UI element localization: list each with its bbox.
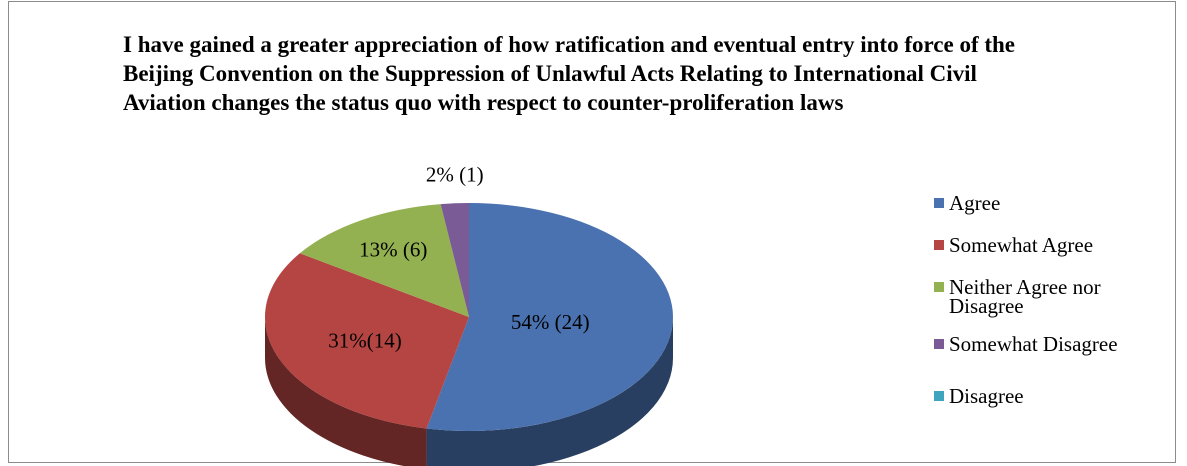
- data-label-neither-agree-nor-disagree: 13% (6): [359, 237, 427, 261]
- legend-item-disagree: Disagree: [934, 384, 1174, 409]
- legend-swatch-disagree: [934, 391, 944, 401]
- legend-item-agree: Agree: [934, 191, 1174, 236]
- legend-label-disagree: Disagree: [949, 384, 1024, 408]
- legend-label-agree: Agree: [949, 191, 1001, 215]
- pie-slice-somewhat-agree: [265, 253, 469, 429]
- legend-item-somewhat-agree: Somewhat Agree: [934, 233, 1174, 278]
- data-label-somewhat-agree: 31%(14): [328, 329, 401, 353]
- pie-slice-somewhat-disagree: [440, 203, 469, 317]
- legend-item-somewhat-disagree: Somewhat Disagree: [934, 332, 1174, 387]
- legend-swatch-somewhat-agree: [934, 240, 944, 250]
- pie-side-agree: [426, 317, 673, 466]
- legend-label-somewhat-agree: Somewhat Agree: [949, 233, 1094, 257]
- data-label-agree: 54% (24): [511, 310, 590, 334]
- data-label-somewhat-disagree: 2% (1): [426, 162, 484, 186]
- chart-legend: Agree Somewhat Agree Neither Agree nor D…: [934, 191, 1174, 409]
- legend-label-somewhat-disagree: Somewhat Disagree: [949, 332, 1118, 356]
- legend-swatch-somewhat-disagree: [934, 339, 944, 349]
- pie-slice-agree: [426, 203, 673, 431]
- pie-top: [265, 203, 673, 431]
- chart-title: I have gained a greater appreciation of …: [123, 32, 1016, 115]
- legend-swatch-agree: [934, 198, 944, 208]
- legend-swatch-neither: [934, 282, 944, 292]
- pie-depth: [265, 317, 673, 466]
- legend-item-neither: Neither Agree nor Disagree: [934, 275, 1174, 335]
- pie-slice-neither-agree-nor-disagree: [299, 204, 469, 317]
- pie-data-labels: 54% (24) 31%(14) 13% (6) 2% (1): [328, 162, 589, 352]
- pie-side-somewhat-agree: [265, 317, 427, 466]
- legend-label-neither: Neither Agree nor Disagree: [949, 275, 1101, 318]
